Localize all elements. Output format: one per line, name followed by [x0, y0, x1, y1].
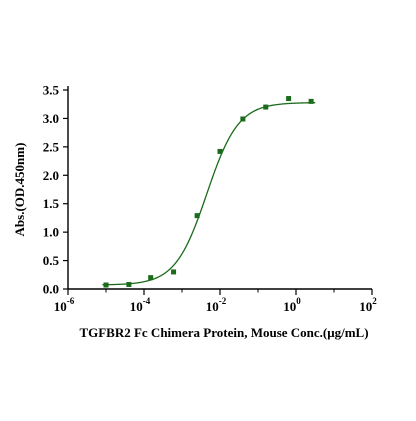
y-tick-label: 1.0	[43, 225, 59, 240]
y-tick-label: 3.0	[43, 111, 59, 126]
fit-curve	[102, 102, 316, 286]
y-tick-label: 0.0	[43, 282, 59, 297]
data-point	[263, 104, 269, 110]
data-point	[286, 96, 292, 102]
data-point	[240, 116, 246, 122]
y-tick-label: 1.5	[43, 196, 60, 211]
y-tick-label: 3.5	[43, 83, 60, 98]
y-tick-label: 2.0	[43, 168, 59, 183]
data-point	[194, 213, 200, 219]
data-point	[126, 281, 132, 287]
x-tick-label: 10-2	[206, 296, 227, 314]
y-tick-label: 0.5	[43, 253, 60, 268]
x-tick-label: 102	[359, 296, 377, 314]
x-tick-label: 100	[283, 296, 301, 314]
fit-curve-layer	[102, 102, 316, 286]
x-tick-label: 10-4	[130, 296, 151, 314]
data-point	[103, 282, 109, 288]
y-tick-label: 2.5	[43, 139, 60, 154]
y-axis-title: Abs.(OD.450nm)	[12, 143, 27, 237]
data-point	[148, 275, 154, 281]
x-tick-label: 10-6	[54, 296, 75, 314]
x-axis-title: TGFBR2 Fc Chimera Protein, Mouse Conc.(μ…	[79, 325, 368, 340]
data-point	[217, 148, 223, 154]
axes: 0.0 0.5 1.0 1.5 2.0 2.5 3.0 3.5 10-6 10-4 10-2 100 1…	[43, 83, 378, 315]
data-point	[308, 98, 314, 104]
data-points-layer	[103, 96, 314, 288]
data-point	[171, 269, 177, 275]
